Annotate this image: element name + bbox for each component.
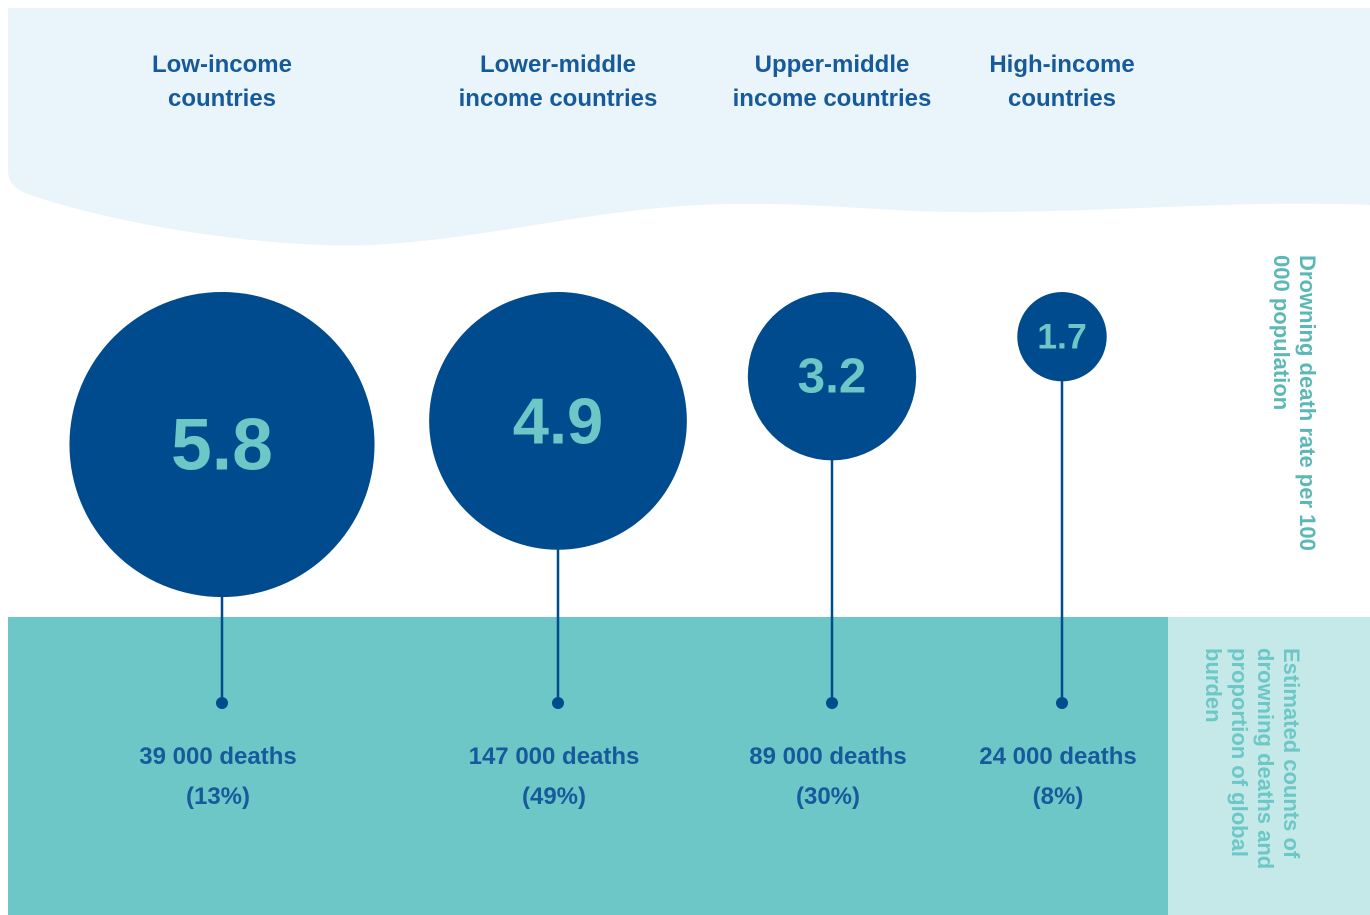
deaths-label: 39 000 deaths bbox=[139, 743, 297, 770]
dot bbox=[1056, 697, 1068, 709]
bubble-value: 4.9 bbox=[513, 384, 604, 457]
bubble-value: 3.2 bbox=[798, 349, 867, 404]
wave-background bbox=[8, 8, 1370, 246]
y-label: Drowning death rate per 100 000 populati… bbox=[1269, 255, 1320, 551]
bubble-value: 1.7 bbox=[1037, 317, 1087, 357]
deaths-label: 147 000 deaths bbox=[468, 743, 640, 770]
legend-panel bbox=[1168, 617, 1370, 915]
category-label: Lower-middle income countries bbox=[458, 51, 658, 112]
bubble bbox=[1017, 292, 1107, 382]
share-label: (49%) bbox=[521, 783, 587, 810]
deaths-label: 24 000 deaths bbox=[979, 743, 1137, 770]
dot bbox=[216, 697, 228, 709]
bubble-value: 5.8 bbox=[171, 404, 273, 486]
bubble bbox=[747, 292, 917, 461]
category-label: Low-income countries bbox=[151, 51, 292, 112]
share-label: (13%) bbox=[185, 783, 251, 810]
bottom-label: Estimated counts of drowning deaths and … bbox=[1201, 648, 1304, 870]
deaths-label: 89 000 deaths bbox=[749, 743, 907, 770]
share-label: (8%) bbox=[1032, 783, 1084, 810]
bubble bbox=[429, 292, 687, 550]
dot bbox=[552, 697, 564, 709]
share-label: (30%) bbox=[795, 783, 861, 810]
category-label: High-income countries bbox=[989, 51, 1135, 112]
bottom-band bbox=[8, 617, 1168, 915]
bubble bbox=[69, 292, 375, 598]
category-label: Upper-middle income countries bbox=[732, 51, 932, 112]
dot bbox=[826, 697, 838, 709]
